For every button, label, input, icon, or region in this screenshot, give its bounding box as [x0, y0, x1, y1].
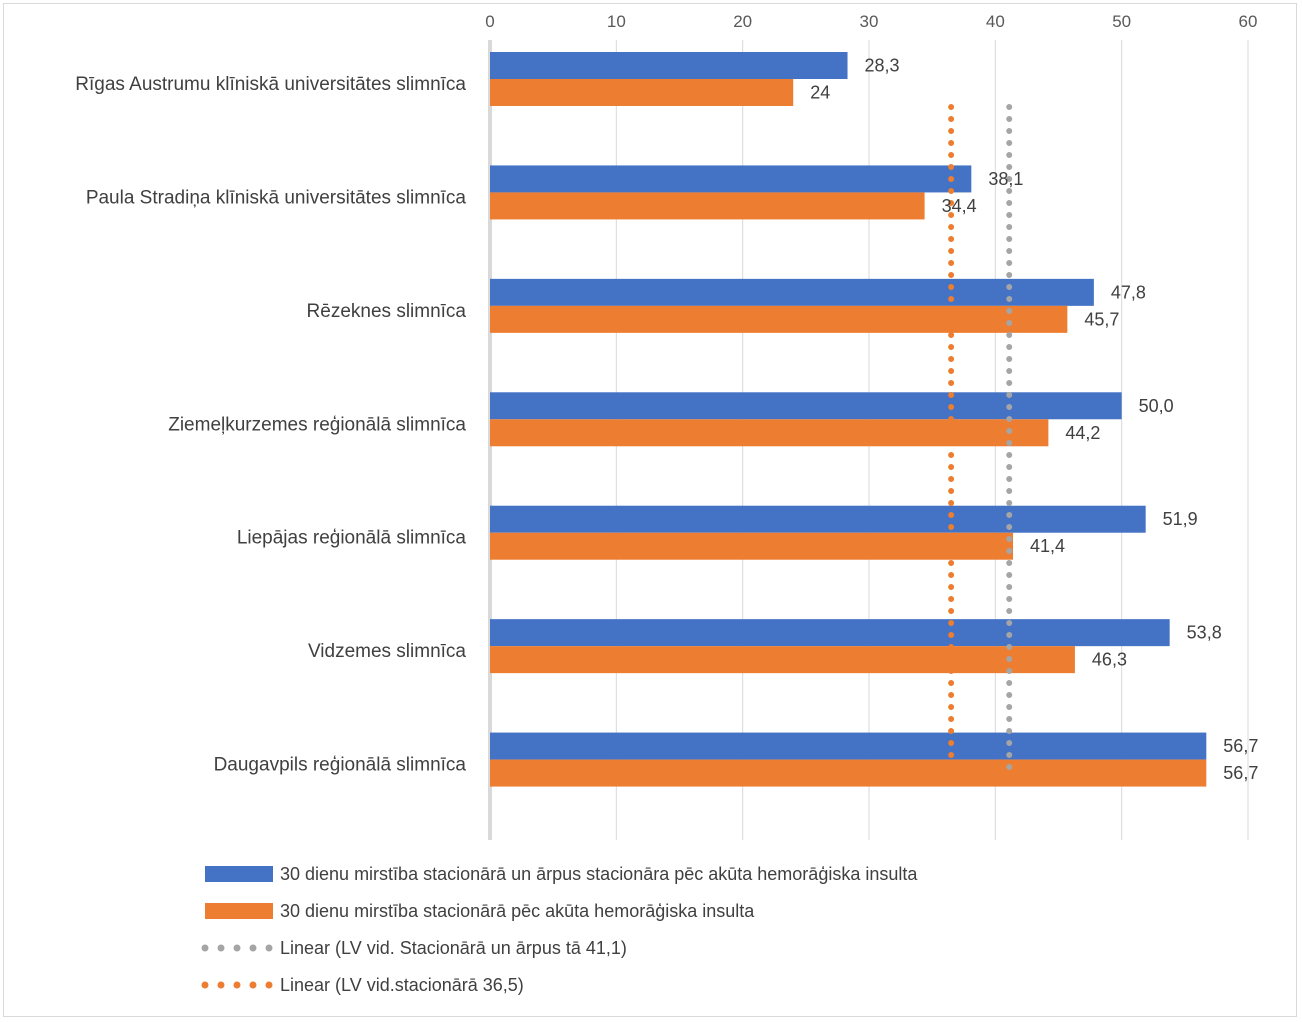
category-axis: Rīgas Austrumu klīniskā universitātes sl…	[75, 40, 492, 840]
bar-series1-7	[490, 732, 1207, 760]
bar-series1-2	[490, 165, 972, 193]
bar-series2-1	[490, 79, 794, 106]
bar-series2-7	[490, 759, 1207, 787]
chart-frame	[3, 3, 1297, 1017]
x-axis: 0 10 20 30 40 50 60	[485, 12, 1257, 31]
data-label-series1-4: 50,0	[1139, 396, 1174, 416]
legend-label-3: Linear (LV vid. Stacionārā un ārpus tā 4…	[280, 938, 627, 958]
category-label-2: Paula Stradiņa klīniskā universitātes sl…	[86, 187, 467, 208]
data-label-series1-5: 51,9	[1163, 509, 1198, 529]
x-tick-label-30: 30	[860, 12, 879, 31]
legend-swatch-1	[205, 866, 273, 882]
legend-label-4: Linear (LV vid.stacionārā 36,5)	[280, 975, 524, 995]
legend-label-1: 30 dienu mirstība stacionārā un ārpus st…	[280, 864, 918, 884]
bars	[490, 52, 1207, 787]
data-label-series2-3: 45,7	[1084, 309, 1119, 329]
data-label-series2-7: 56,7	[1223, 763, 1258, 783]
category-label-3: Rēzeknes slimnīca	[307, 301, 467, 322]
x-tick-label-10: 10	[607, 12, 626, 31]
data-label-series2-5: 41,4	[1030, 536, 1065, 556]
bar-series1-3	[490, 278, 1094, 306]
x-tick-label-20: 20	[733, 12, 752, 31]
data-label-series2-1: 24	[810, 83, 830, 103]
bar-series2-2	[490, 192, 925, 220]
data-label-series1-7: 56,7	[1223, 736, 1258, 756]
x-tick-label-60: 60	[1239, 12, 1258, 31]
data-labels: 28,3 24 38,1 34,4 47,8 45,7 50,0 44,2 51,9 41,4 53…	[810, 56, 1258, 784]
data-label-series2-4: 44,2	[1065, 423, 1100, 443]
data-label-series1-6: 53,8	[1187, 623, 1222, 643]
category-label-4: Ziemeļkurzemes reģionālā slimnīca	[168, 414, 466, 435]
category-label-5: Liepājas reģionālā slimnīca	[237, 528, 467, 549]
data-label-series1-1: 28,3	[865, 56, 900, 76]
category-label-1: Rīgas Austrumu klīniskā universitātes sl…	[75, 74, 466, 95]
bar-series1-4	[490, 392, 1122, 420]
category-label-6: Vidzemes slimnīca	[308, 641, 466, 662]
x-tick-label-40: 40	[986, 12, 1005, 31]
data-label-series2-2: 34,4	[942, 196, 977, 216]
data-label-series1-2: 38,1	[988, 169, 1023, 189]
x-tick-label-50: 50	[1112, 12, 1131, 31]
reference-lines	[948, 104, 1013, 778]
x-tick-label-0: 0	[485, 12, 494, 31]
bar-series2-3	[490, 305, 1068, 333]
legend: 30 dienu mirstība stacionārā un ārpus st…	[201, 864, 918, 995]
bar-series2-6	[490, 646, 1075, 674]
data-label-series2-6: 46,3	[1092, 650, 1127, 670]
legend-label-2: 30 dienu mirstība stacionārā pēc akūta h…	[280, 901, 755, 921]
bar-series2-5	[490, 532, 1014, 560]
bar-series1-5	[490, 505, 1146, 533]
category-label-7: Daugavpils reģionālā slimnīca	[214, 755, 467, 776]
legend-swatch-2	[205, 903, 273, 919]
data-label-series1-3: 47,8	[1111, 282, 1146, 302]
bar-series1-6	[490, 619, 1170, 647]
bar-series1-1	[490, 52, 848, 79]
bar-series2-4	[490, 419, 1049, 447]
